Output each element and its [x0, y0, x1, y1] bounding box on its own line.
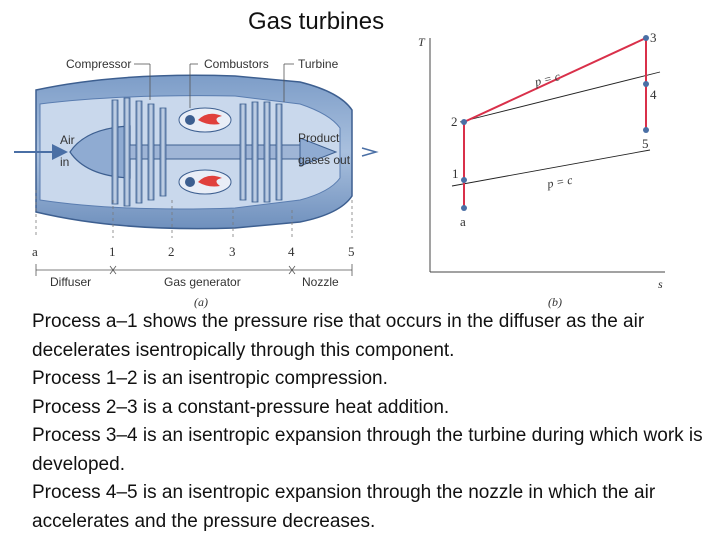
combustors-label: Combustors [204, 57, 269, 71]
outlet-arrow [361, 147, 379, 157]
product-out-label-line2: gases out [298, 153, 351, 167]
state-label-1: 1 [452, 166, 459, 181]
station-3: 3 [229, 244, 236, 259]
isobar-label-low: p = c [545, 173, 574, 191]
low-pressure-isobar [451, 149, 651, 187]
station-2: 2 [168, 244, 175, 259]
paragraph-process-23: Process 2–3 is a constant-pressure heat … [32, 396, 450, 418]
product-out-label-line1: Product [298, 131, 340, 145]
turbine-blades [239, 101, 283, 203]
state-point-5 [643, 127, 649, 133]
state-label-5: 5 [642, 136, 649, 151]
section-diffuser: Diffuser [50, 275, 91, 289]
state-label-2: 2 [451, 114, 458, 129]
station-1: 1 [109, 244, 116, 259]
state-point-3 [643, 35, 649, 41]
paragraph-process-34: Process 3–4 is an isentropic expansion t… [32, 425, 703, 475]
state-point-2 [461, 119, 467, 125]
ts-diagram: T s 1 2 3 4 5 a p = c p = c (b) [418, 30, 665, 309]
section-gas-generator: Gas generator [164, 275, 241, 289]
flame-icon [198, 113, 222, 125]
exhaust-cone [299, 137, 338, 167]
figure: Compressor Combustors Turbine Air in Pro… [14, 30, 665, 309]
caption-a: (a) [194, 295, 208, 309]
station-5: 5 [348, 244, 355, 259]
section-dimension-line [35, 264, 353, 276]
t-axis-label: T [418, 35, 426, 49]
process-description: Process a–1 shows the pressure rise that… [32, 308, 716, 536]
state-label-4: 4 [650, 87, 657, 102]
state-point-a [461, 205, 467, 211]
compressor-blades [111, 97, 167, 207]
air-in-label-line2: in [60, 155, 69, 169]
state-point-4 [643, 81, 649, 87]
slide-title: Gas turbines [248, 8, 385, 35]
s-axis-label: s [658, 277, 663, 291]
isobar-label-high: p = c [532, 69, 562, 89]
station-lines [35, 190, 353, 238]
state-label-a: a [460, 214, 466, 229]
combustors [178, 107, 232, 195]
station-a: a [32, 244, 38, 259]
turbine-label: Turbine [298, 57, 339, 71]
state-point-1 [461, 177, 467, 183]
caption-b: (b) [548, 295, 562, 309]
engine-diagram: Compressor Combustors Turbine Air in Pro… [14, 57, 379, 309]
air-in-label-line1: Air [60, 133, 75, 147]
paragraph-process-12: Process 1–2 is an isentropic compression… [32, 368, 388, 389]
high-pressure-isobar [459, 71, 661, 123]
station-4: 4 [288, 244, 295, 259]
compressor-label: Compressor [66, 57, 131, 71]
flame-icon [198, 175, 222, 187]
state-label-3: 3 [650, 30, 657, 45]
paragraph-process-a1: Process a–1 shows the pressure rise that… [32, 311, 645, 361]
paragraph-process-45: Process 4–5 is an isentropic expansion t… [32, 482, 656, 532]
section-nozzle: Nozzle [302, 275, 339, 289]
